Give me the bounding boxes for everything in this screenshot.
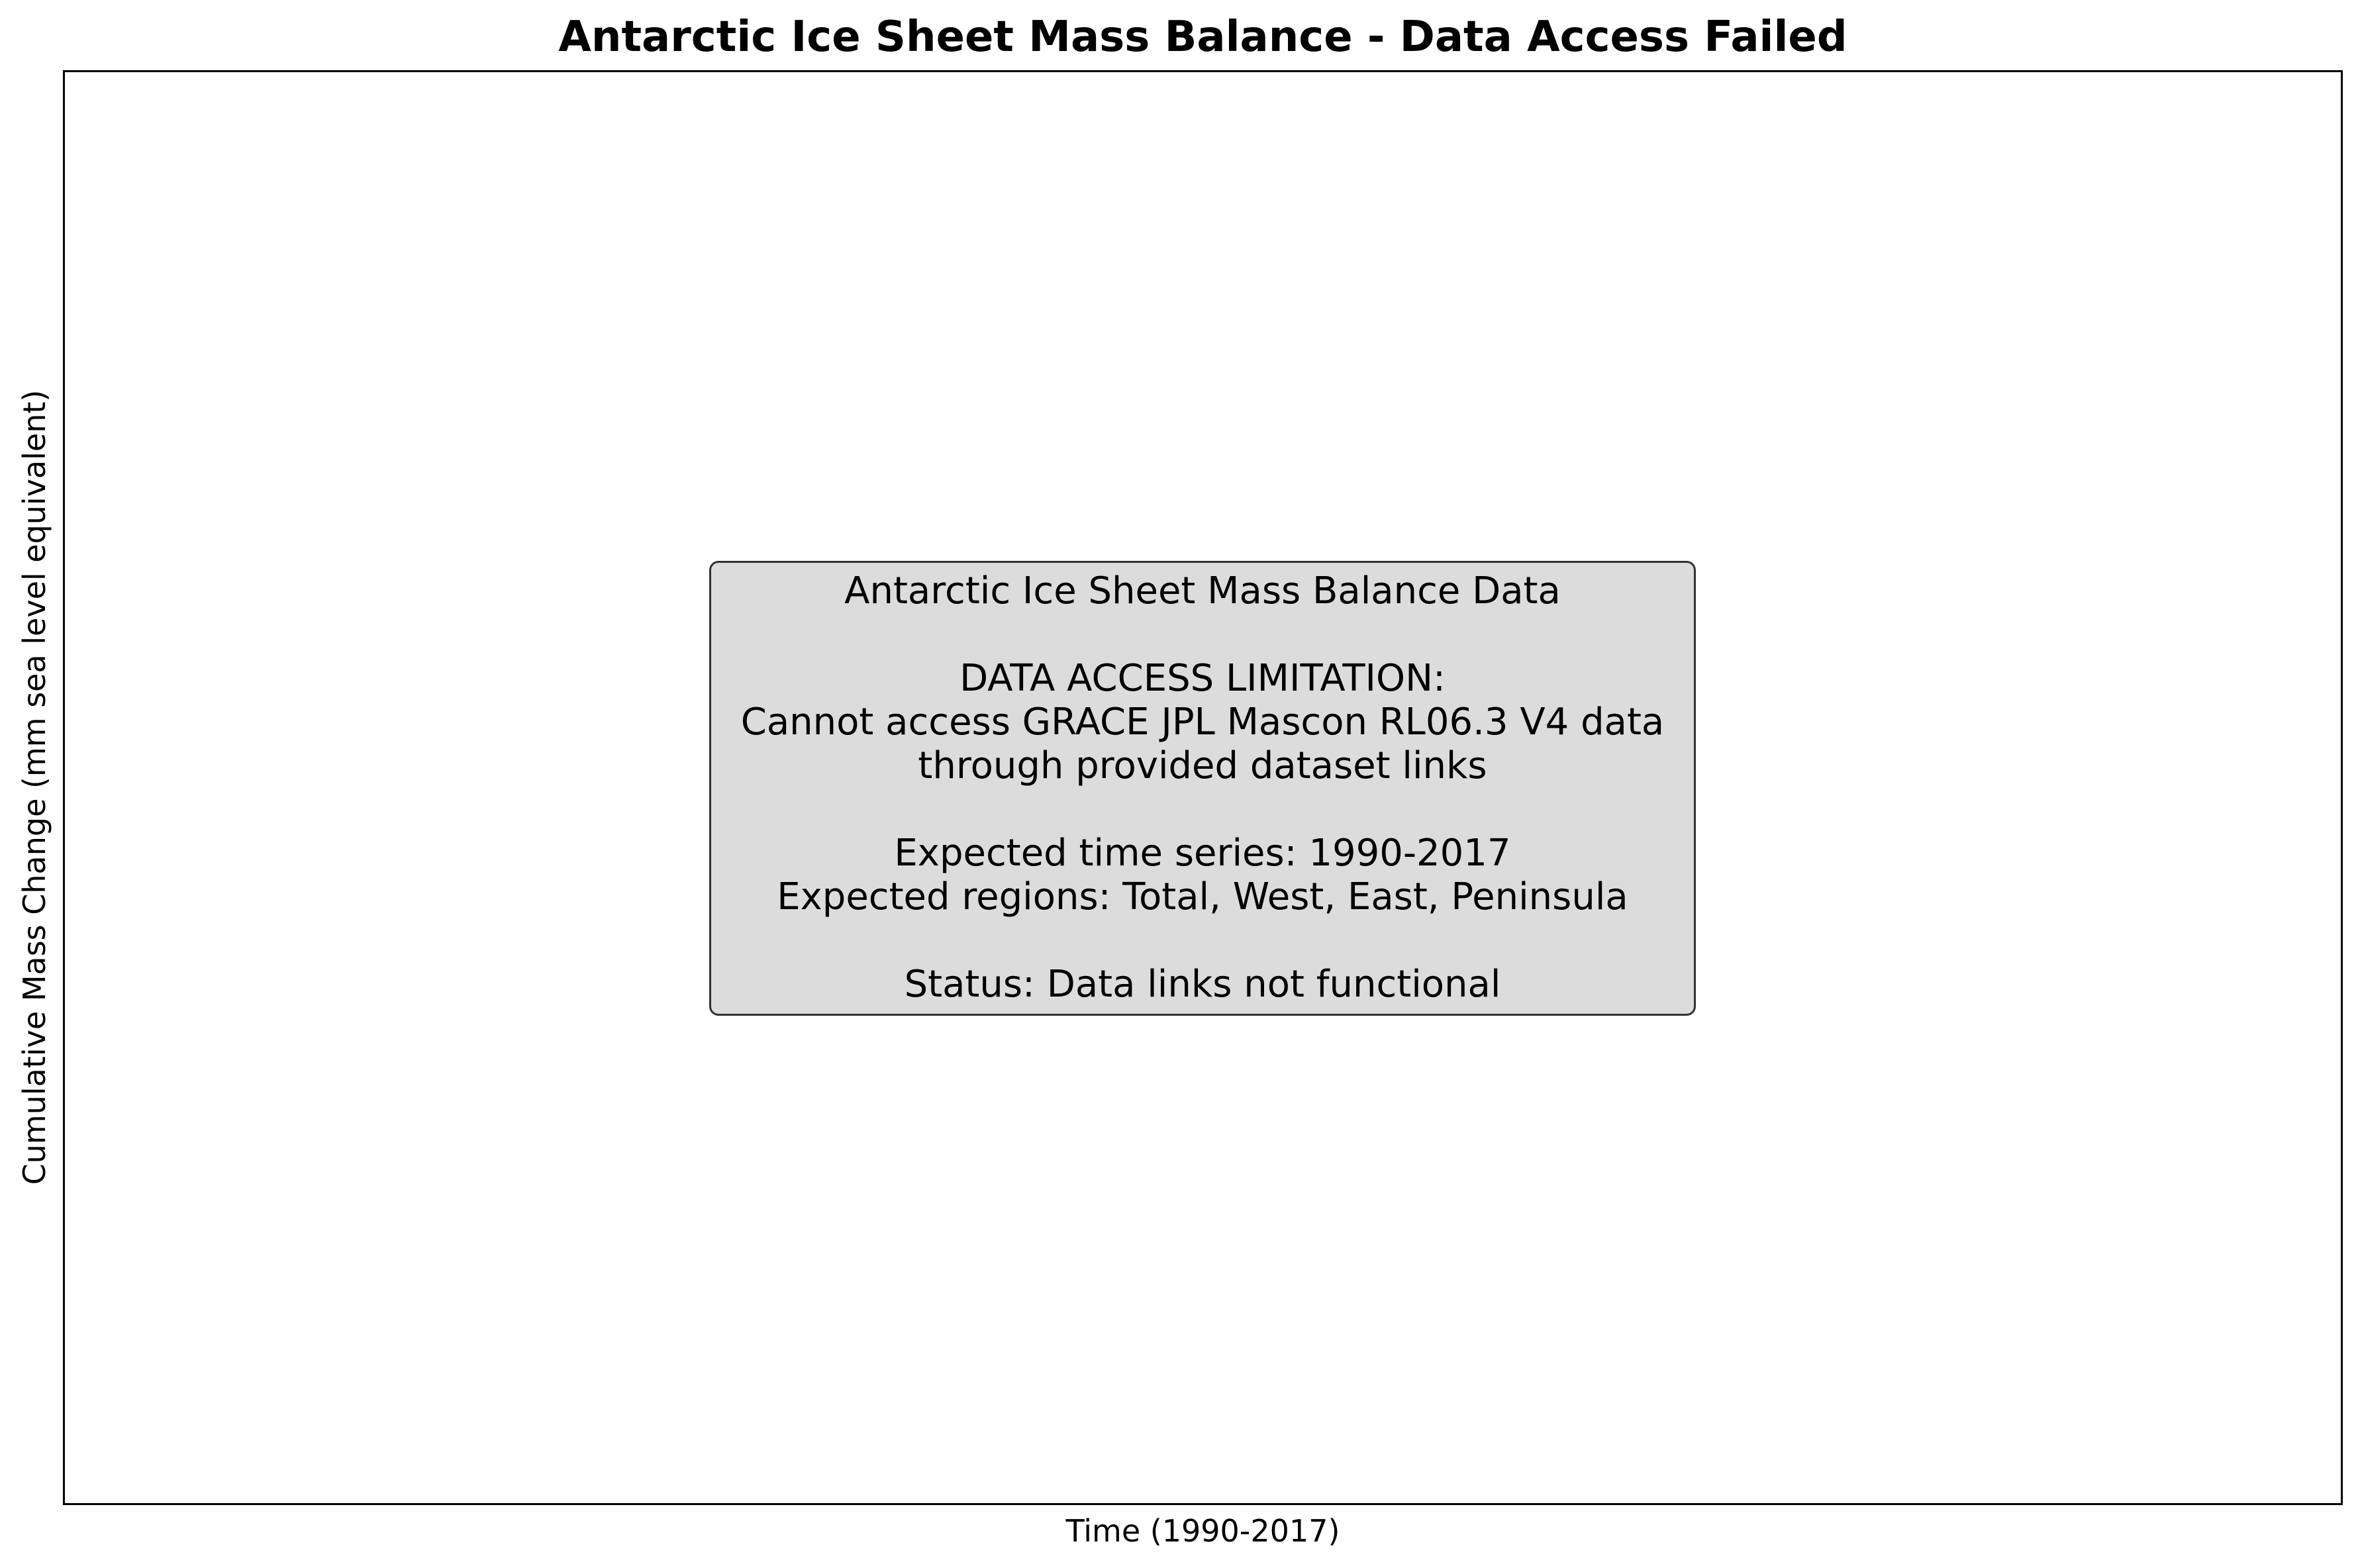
notice-line: DATA ACCESS LIMITATION:	[959, 657, 1446, 700]
notice-line	[711, 613, 1694, 657]
notice-line: Expected regions: Total, West, East, Pen…	[777, 875, 1628, 918]
notice-line: Expected time series: 1990-2017	[894, 832, 1511, 875]
notice-line: Antarctic Ice Sheet Mass Balance Data	[844, 569, 1561, 612]
notice-line: through provided dataset links	[918, 744, 1487, 787]
notice-line	[711, 919, 1694, 963]
y-axis-label: Cumulative Mass Change (mm sea level equ…	[17, 389, 52, 1185]
notice-line: Cannot access GRACE JPL Mascon RL06.3 V4…	[740, 701, 1665, 744]
notice-line	[711, 788, 1694, 832]
chart-title: Antarctic Ice Sheet Mass Balance - Data …	[558, 13, 1847, 62]
notice-line: Status: Data links not functional	[904, 963, 1501, 1006]
data-access-notice: Antarctic Ice Sheet Mass Balance Data DA…	[709, 561, 1696, 1016]
x-axis-label: Time (1990-2017)	[1065, 1513, 1340, 1549]
